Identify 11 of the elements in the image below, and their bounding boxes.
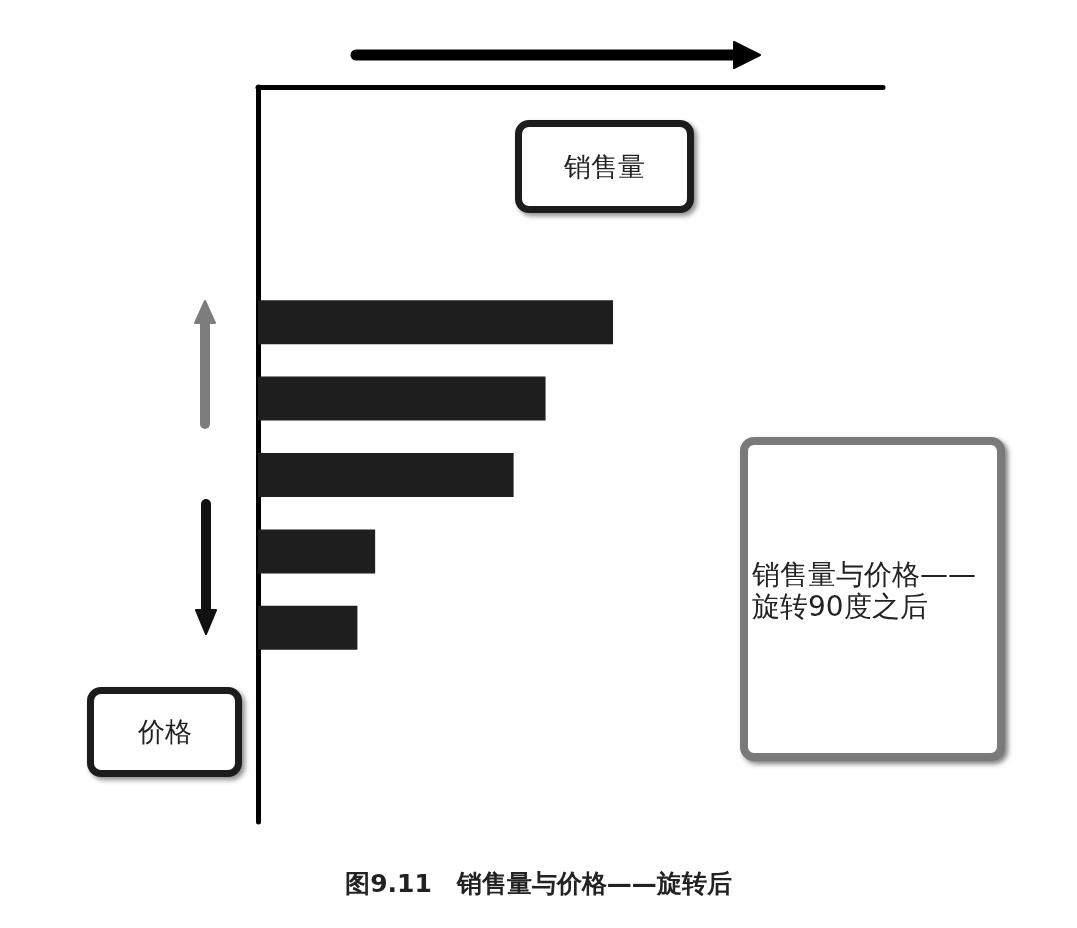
bar — [258, 453, 514, 497]
label-frame: 销售量 — [515, 120, 694, 213]
bar — [258, 605, 358, 650]
x-axis-title: 销售量 — [564, 150, 645, 182]
y-axis-title: 价格 — [137, 716, 192, 748]
label-frame: 价格 — [87, 687, 242, 777]
bar — [258, 529, 376, 574]
note-frame: 销售量与价格——旋转90度之后 — [740, 437, 1005, 761]
bar — [258, 376, 546, 421]
bar — [258, 300, 613, 345]
caption: 图9.11 销售量与价格——旋转后 — [345, 869, 732, 898]
